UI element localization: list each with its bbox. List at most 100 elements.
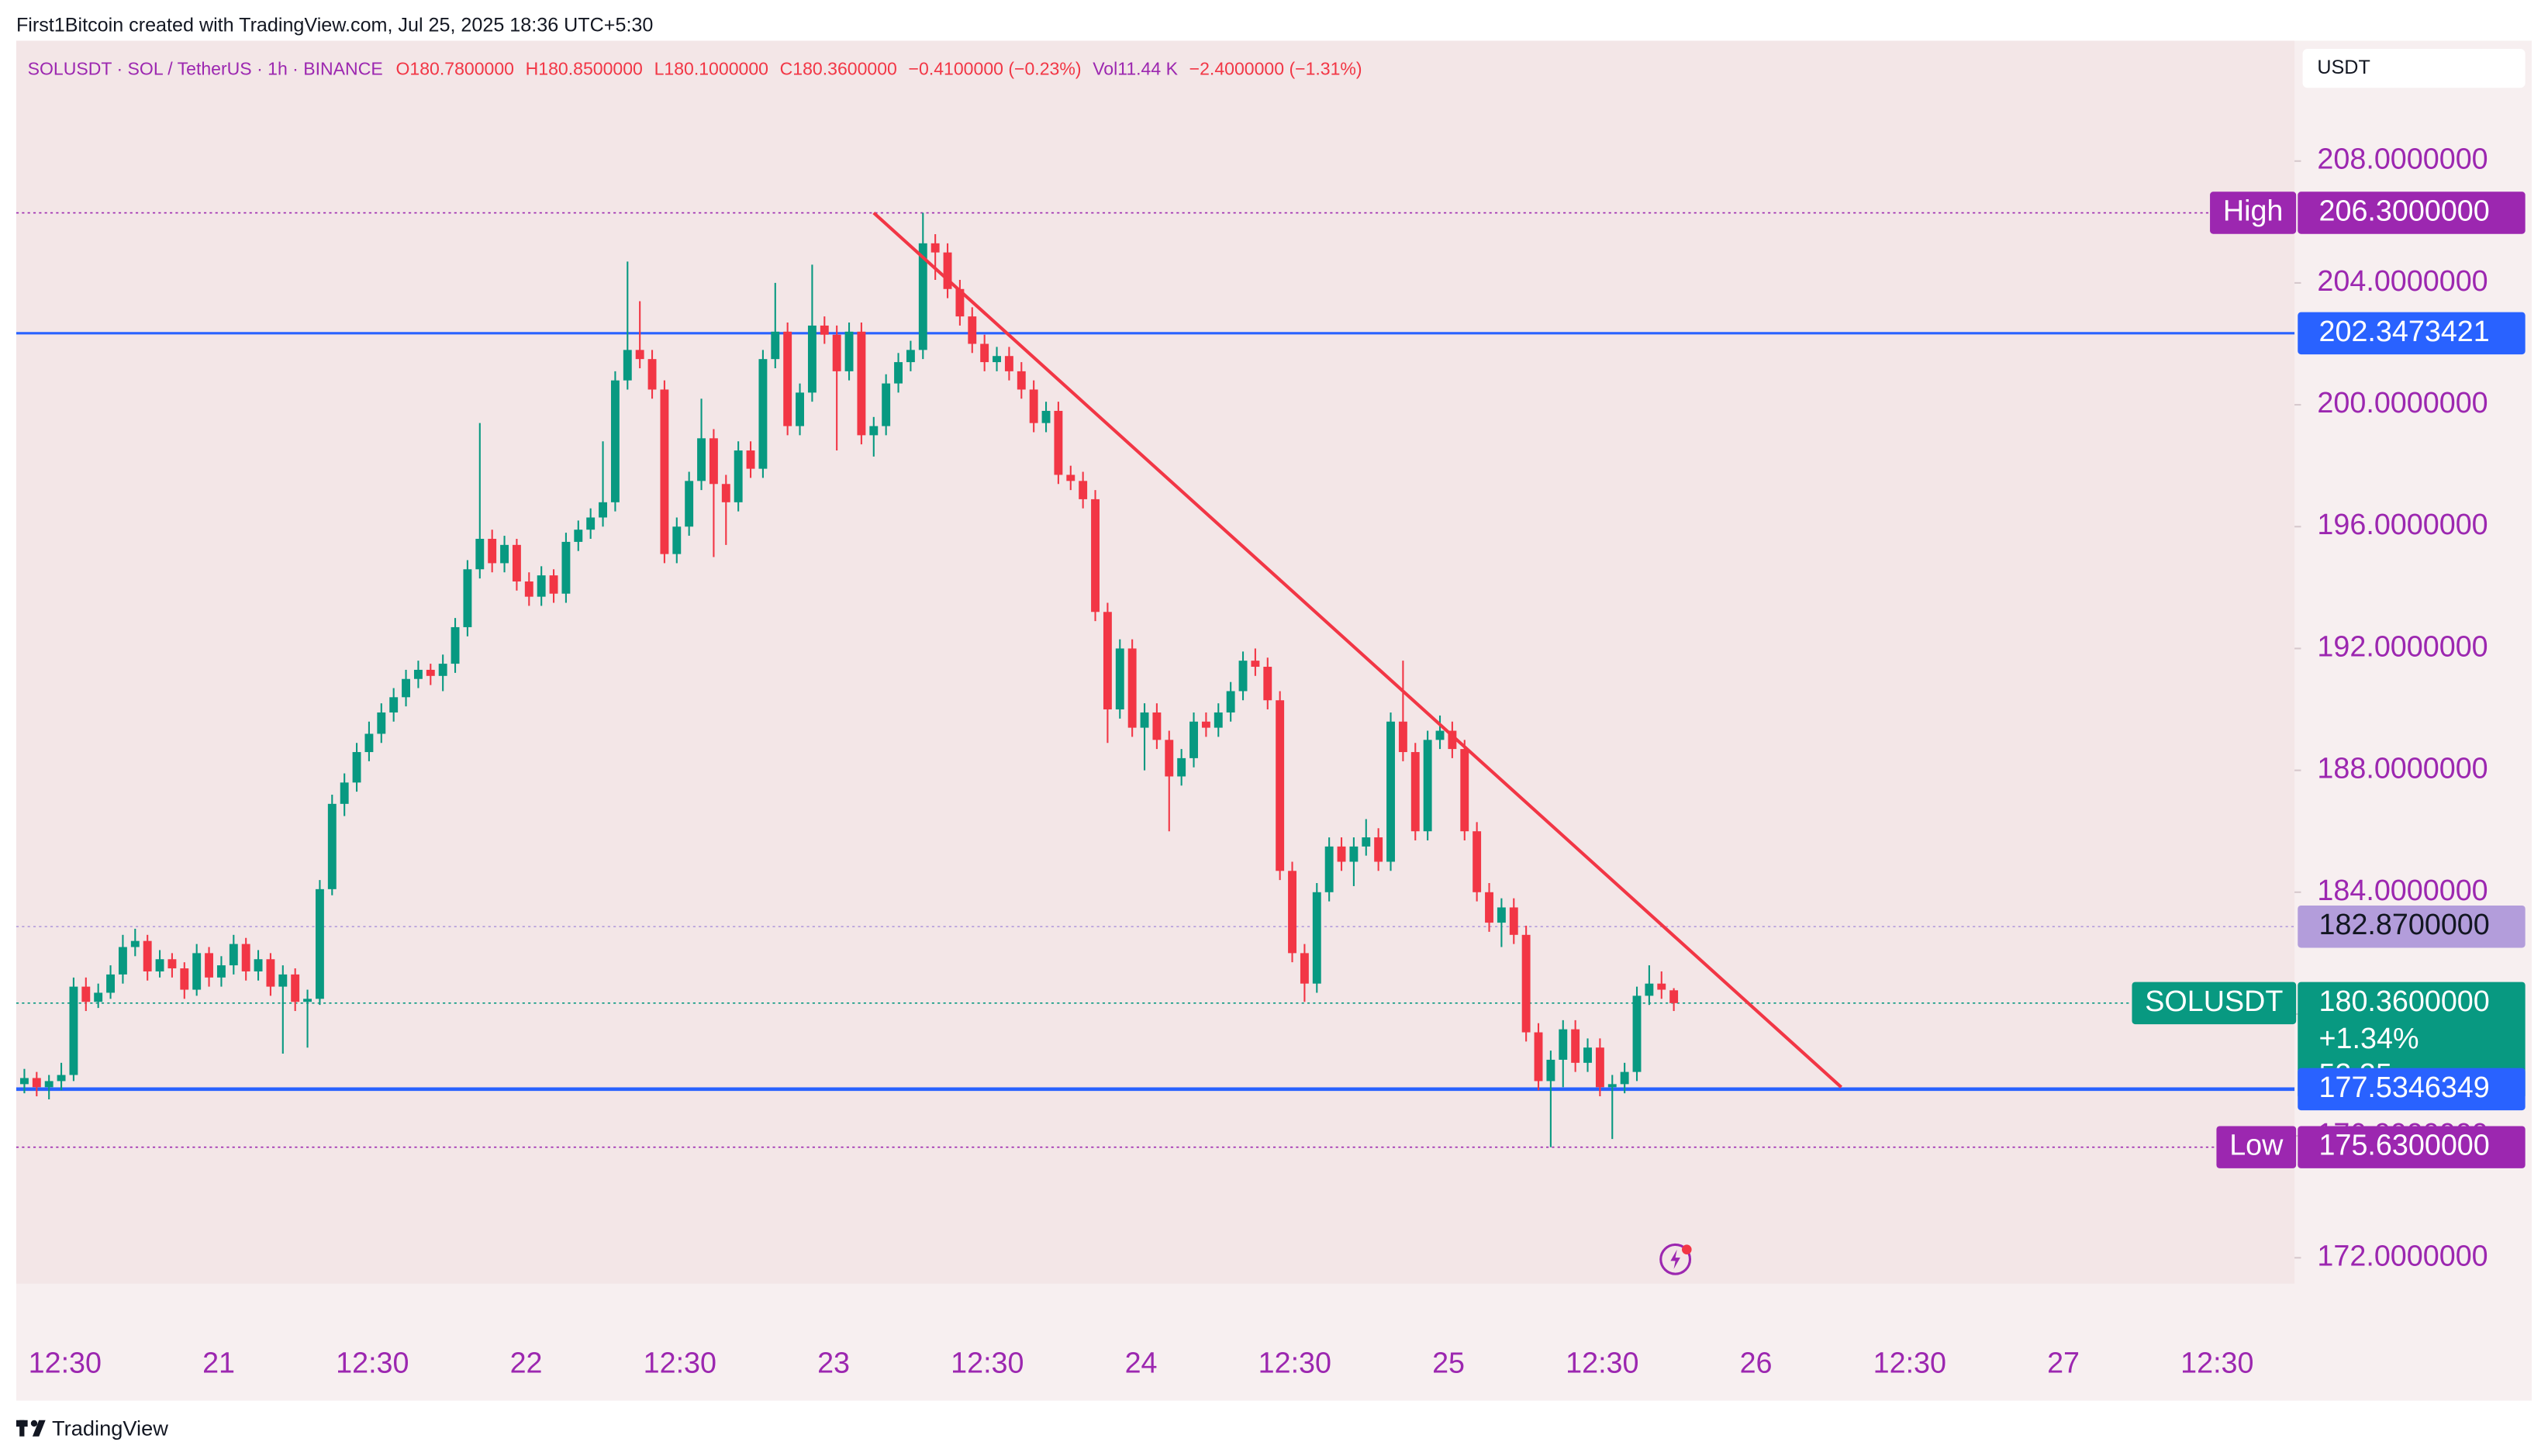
candle-body (315, 888, 324, 999)
candle-body (254, 959, 263, 971)
candle-body (1041, 410, 1051, 423)
candle-body (1300, 953, 1309, 984)
candle-body (438, 664, 447, 676)
candle-body (1521, 934, 1531, 1033)
candle-body (832, 334, 841, 371)
header-value: C180.3600000 (780, 58, 897, 78)
level-name: SOLUSDT (2132, 982, 2297, 1025)
candle-body (463, 569, 472, 627)
price-label: 182.8700000 (2319, 908, 2490, 940)
level-name-text: Low (2229, 1129, 2284, 1161)
candle-body (647, 359, 657, 390)
x-tick-label: 22 (510, 1346, 543, 1378)
candle-body (32, 1078, 41, 1088)
candle-body (1127, 648, 1137, 728)
candle-body (402, 678, 410, 698)
header-value: L180.1000000 (654, 58, 768, 78)
candle-body (906, 350, 915, 363)
attribution: First1Bitcoin created with TradingView.c… (16, 14, 653, 36)
candle-body (1214, 712, 1223, 728)
candle-body (44, 1081, 54, 1088)
candle-body (820, 325, 829, 335)
candle-body (389, 697, 399, 712)
candle-body (205, 953, 214, 978)
candle-body (1448, 730, 1457, 750)
candle-body (574, 530, 583, 542)
candle-body (796, 392, 804, 426)
level-name-text: SOLUSDT (2145, 985, 2283, 1017)
candle-body (623, 350, 632, 381)
candle-body (894, 362, 903, 384)
trendline (872, 211, 1842, 1089)
candle-body (1595, 1047, 1604, 1088)
candle-body (660, 389, 669, 554)
level-name-box (2216, 1126, 2297, 1168)
candle-body (1583, 1047, 1592, 1063)
currency-box (2302, 49, 2526, 88)
x-tick-label: 12:30 (1873, 1346, 1946, 1378)
candle-body (1066, 474, 1075, 481)
candle-body (426, 669, 435, 676)
header-value: −2.4000000 (−1.31%) (1189, 58, 1362, 78)
level-name: Low (2216, 1126, 2297, 1168)
level-name-box (2210, 191, 2297, 234)
candle-body (586, 517, 596, 530)
y-tick-label: 188.0000000 (2317, 752, 2488, 785)
candle-body (1362, 837, 1371, 847)
candle-body (352, 752, 361, 783)
level-name: High (2210, 191, 2297, 234)
candle-body (697, 438, 706, 481)
candle-body (918, 243, 927, 350)
x-tick-label: 12:30 (2180, 1346, 2253, 1378)
candle-body (1645, 983, 1654, 996)
x-tick-label: 24 (1125, 1346, 1158, 1378)
x-tick-label: 26 (1740, 1346, 1773, 1378)
plot-area (16, 40, 2295, 1284)
candle-body (1079, 481, 1088, 499)
candle-body (1337, 846, 1346, 862)
price-label-box (2298, 312, 2526, 355)
candle-body (413, 669, 423, 679)
candle-body (869, 426, 879, 436)
x-tick-label: 12:30 (644, 1346, 716, 1378)
x-tick-label: 12:30 (336, 1346, 409, 1378)
candle-body (364, 733, 374, 753)
candle-body (1152, 712, 1162, 740)
candle-body (1485, 892, 1493, 923)
y-tick-label: 172.0000000 (2317, 1239, 2488, 1271)
tv-logo (16, 1420, 46, 1437)
candle-body (1669, 990, 1679, 1003)
y-tick-label: 196.0000000 (2317, 508, 2488, 540)
candle-body (512, 544, 521, 581)
candle-body (340, 782, 349, 804)
x-tick-label: 21 (202, 1346, 235, 1378)
candle-body (685, 481, 694, 527)
candles (19, 212, 1679, 1147)
candle-body (130, 940, 140, 947)
y-tick-label: 184.0000000 (2317, 874, 2488, 906)
candle-body (968, 316, 977, 344)
candle-body (291, 974, 300, 1002)
candle-body (266, 959, 275, 987)
price-label: 180.3600000 (2319, 985, 2490, 1017)
candle-body (1263, 667, 1272, 701)
y-tick-label: 204.0000000 (2317, 264, 2488, 297)
price-label-box (2298, 1068, 2526, 1111)
candle-body (1509, 907, 1518, 935)
candle-body (1140, 712, 1149, 728)
levels (16, 212, 2295, 1148)
candle-body (1276, 700, 1285, 871)
y-tick-label: 208.0000000 (2317, 143, 2488, 175)
candle-body (771, 331, 780, 360)
candle-body (980, 343, 989, 363)
candle-body (955, 288, 965, 317)
candle-body (500, 544, 509, 564)
candle-body (1226, 691, 1235, 712)
price-label: 175.6300000 (2319, 1129, 2490, 1161)
candle-body (1374, 837, 1383, 862)
price-label: 202.3473421 (2319, 315, 2490, 347)
candle-body (155, 959, 164, 971)
candle-body (1386, 721, 1395, 862)
symbol: SOLUSDT · SOL / TetherUS · 1h · BINANCE (28, 58, 383, 78)
candle-body (1571, 1029, 1580, 1063)
